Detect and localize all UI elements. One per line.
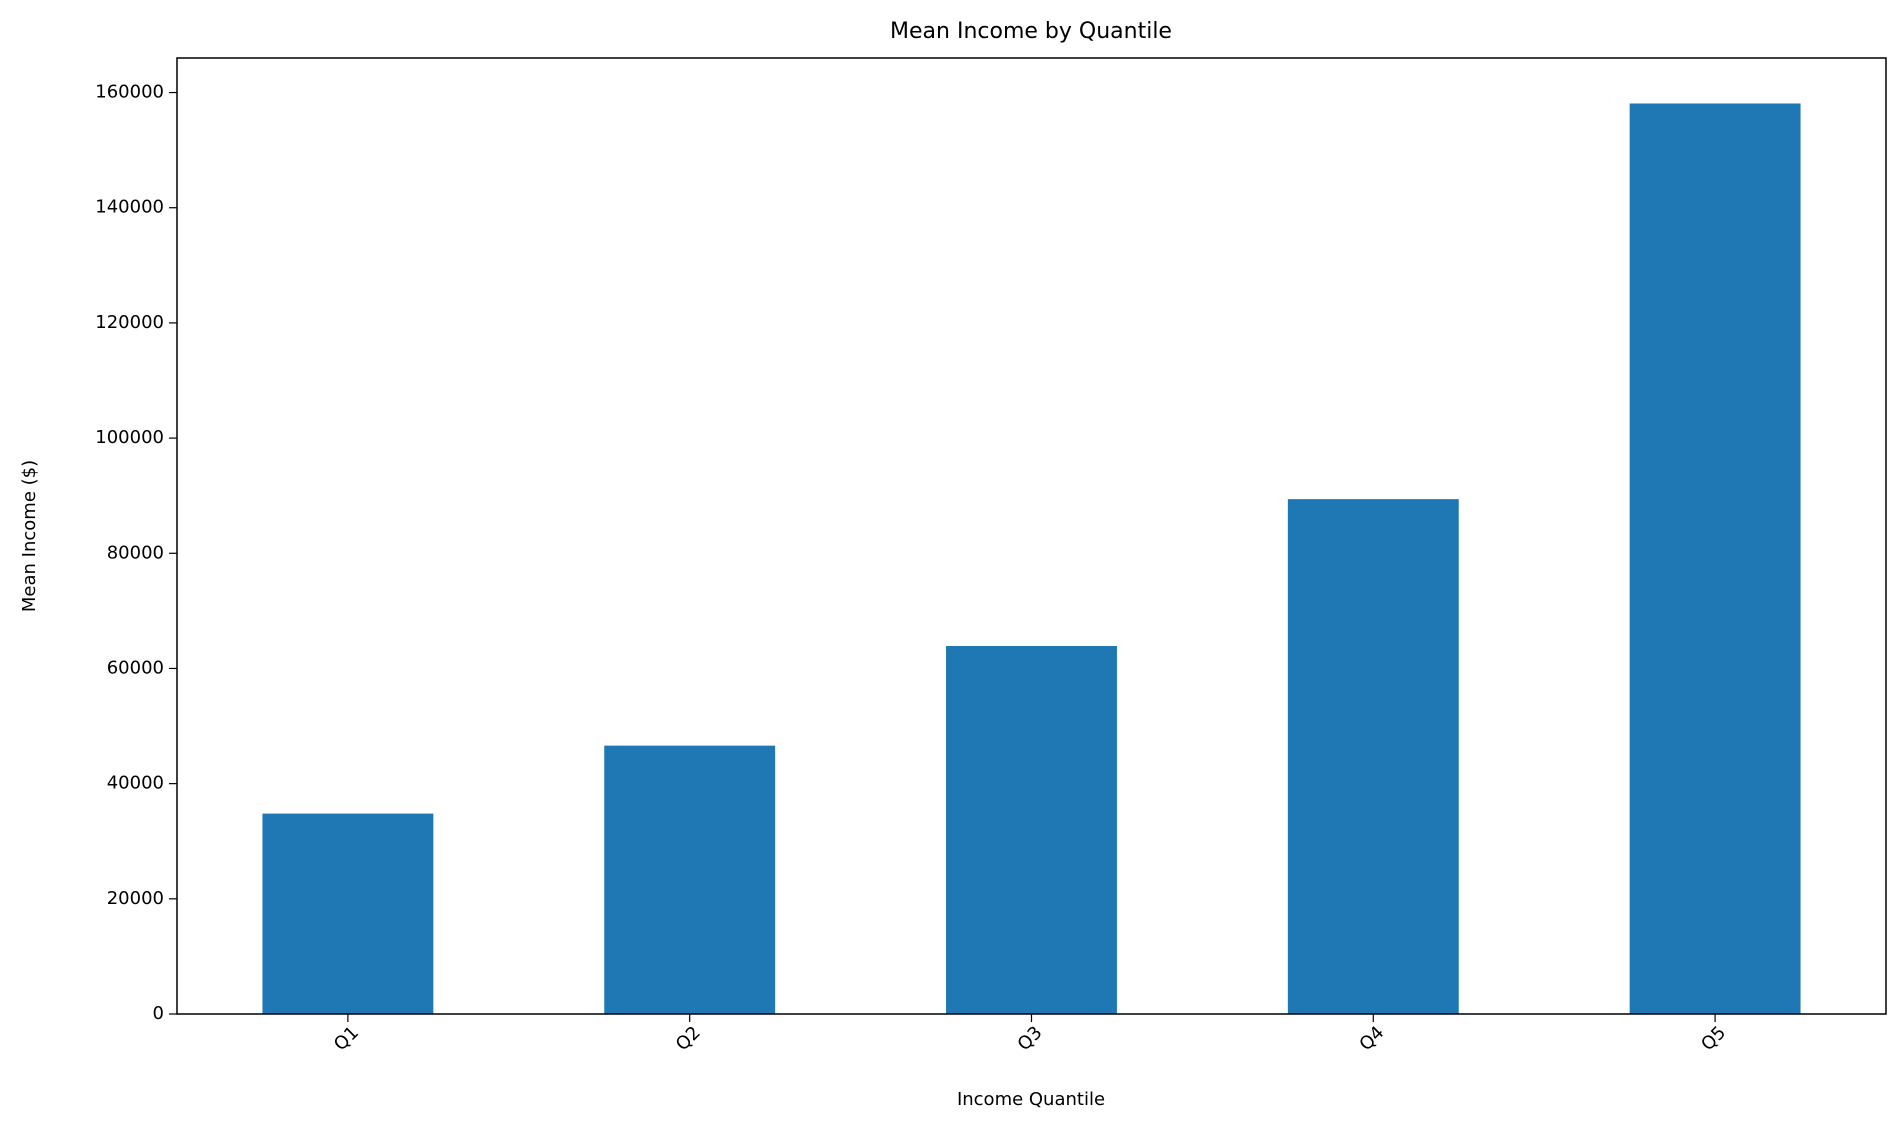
- x-tick-label: Q3: [1014, 1022, 1047, 1055]
- x-tick-label: Q2: [672, 1022, 705, 1055]
- y-tick-label: 60000: [107, 657, 164, 678]
- x-tick-label: Q1: [330, 1022, 363, 1055]
- bar: [604, 745, 776, 1014]
- y-tick-label: 80000: [107, 542, 164, 563]
- y-tick-label: 20000: [107, 888, 164, 909]
- y-tick-label: 0: [153, 1003, 164, 1024]
- bar: [262, 813, 434, 1014]
- y-tick-label: 140000: [95, 197, 164, 218]
- y-tick-label: 120000: [95, 312, 164, 333]
- bar: [946, 645, 1117, 1014]
- x-axis-label: Income Quantile: [957, 1089, 1105, 1110]
- y-tick-label: 40000: [107, 773, 164, 794]
- x-tick-label: Q5: [1697, 1022, 1730, 1055]
- y-tick-label: 100000: [95, 427, 164, 448]
- bar: [1287, 499, 1459, 1014]
- bar: [1629, 103, 1801, 1014]
- plot-frame: [176, 57, 1887, 1015]
- x-tick-label: Q4: [1355, 1022, 1388, 1055]
- y-axis-label: Mean Income ($): [19, 460, 40, 612]
- chart-title: Mean Income by Quantile: [890, 19, 1172, 44]
- y-tick-label: 160000: [95, 82, 164, 103]
